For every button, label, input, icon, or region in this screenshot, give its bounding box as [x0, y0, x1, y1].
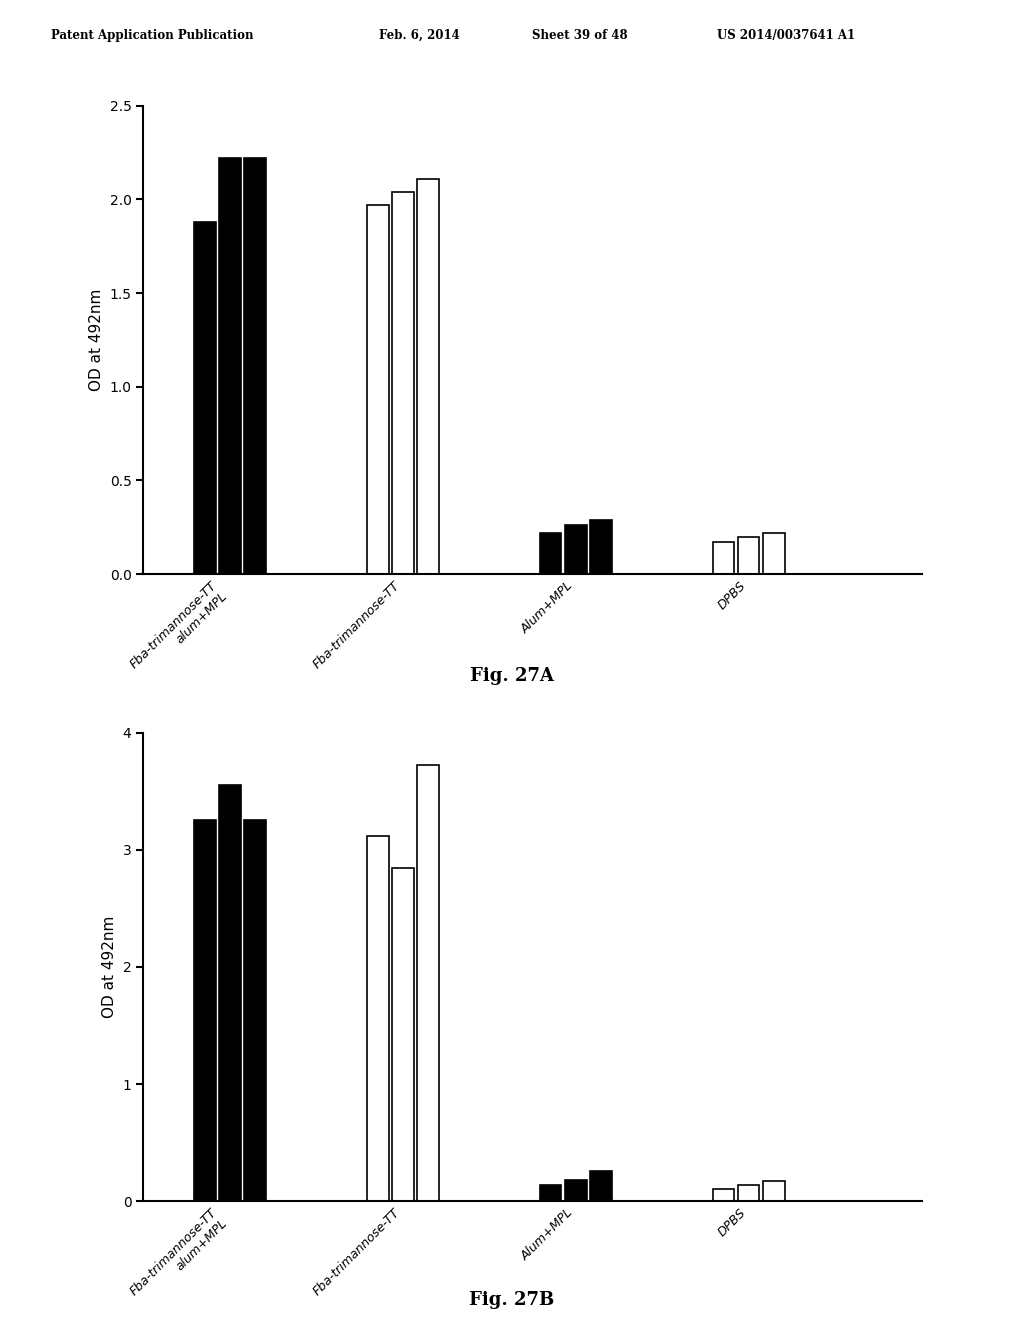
Bar [738, 537, 760, 574]
Bar [367, 836, 388, 1201]
Bar [392, 869, 414, 1201]
Bar [565, 525, 587, 574]
Text: Sheet 39 of 48: Sheet 39 of 48 [532, 29, 628, 42]
Y-axis label: OD at 492nm: OD at 492nm [102, 916, 117, 1018]
Text: Patent Application Publication: Patent Application Publication [51, 29, 254, 42]
Bar [763, 1181, 784, 1201]
Bar [763, 533, 784, 574]
Bar [540, 1185, 561, 1201]
Text: Feb. 6, 2014: Feb. 6, 2014 [379, 29, 460, 42]
Bar [244, 158, 265, 574]
Bar [713, 543, 734, 574]
Text: Fig. 27A: Fig. 27A [470, 667, 554, 685]
Bar [367, 205, 388, 574]
Bar [590, 520, 611, 574]
Bar [590, 1171, 611, 1201]
Bar [219, 785, 241, 1201]
Text: Fig. 27B: Fig. 27B [469, 1291, 555, 1309]
Bar [713, 1189, 734, 1201]
Y-axis label: OD at 492nm: OD at 492nm [89, 289, 104, 391]
Bar [392, 191, 414, 574]
Bar [540, 533, 561, 574]
Bar [219, 158, 241, 574]
Bar [194, 821, 216, 1201]
Bar [738, 1185, 760, 1201]
Bar [194, 222, 216, 574]
Text: US 2014/0037641 A1: US 2014/0037641 A1 [717, 29, 855, 42]
Bar [417, 178, 438, 574]
Bar [565, 1180, 587, 1201]
Bar [417, 766, 438, 1201]
Bar [244, 821, 265, 1201]
